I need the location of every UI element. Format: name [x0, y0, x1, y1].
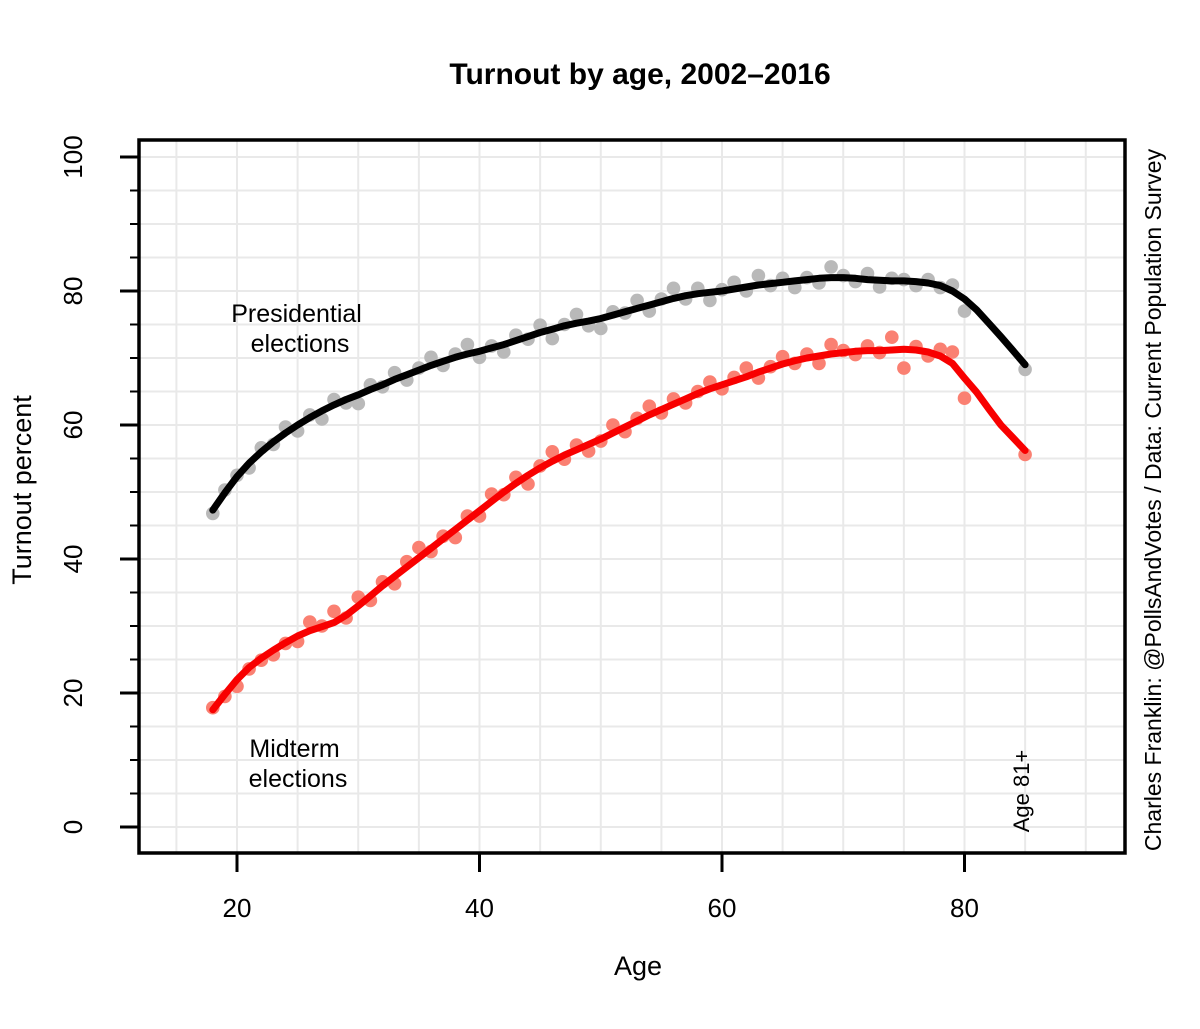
midterm-data-point [303, 615, 317, 629]
midterm-label-line2: elections [249, 765, 348, 793]
midterm-trend-line [209, 345, 1029, 714]
midterm-data-point [945, 345, 960, 359]
presidential-data-point [630, 293, 644, 308]
presidential-data-point [351, 396, 366, 411]
axis-tick-labels: 20 40 60 80 0 20 40 60 80 100 [58, 135, 979, 923]
y-tick-label: 100 [58, 135, 88, 178]
presidential-data-point [666, 281, 681, 296]
chart-title: Turnout by age, 2002–2016 [449, 58, 830, 91]
midterm-data-point [739, 361, 754, 375]
presidential-data-point [957, 304, 972, 318]
midterm-series-label: Midterm elections [249, 735, 348, 793]
axis-ticks [120, 155, 966, 872]
presidential-data-point [703, 293, 717, 308]
midterm-data-point [885, 330, 899, 345]
x-tick-label: 40 [465, 893, 494, 923]
x-tick-label: 80 [950, 893, 979, 923]
y-tick-label: 60 [58, 411, 88, 440]
presidential-data-point [594, 321, 608, 336]
presidential-data-point [824, 260, 838, 274]
midterm-data-point [327, 604, 341, 619]
scatter-points [206, 260, 1032, 715]
presidential-trend-line [209, 274, 1029, 514]
midterm-label-line1: Midterm [249, 735, 339, 763]
x-tick-label: 20 [223, 893, 252, 923]
x-tick-label: 60 [708, 893, 737, 923]
presidential-data-point [569, 307, 584, 322]
midterm-data-point [824, 337, 838, 352]
y-tick-label: 0 [58, 820, 88, 834]
source-caption: Charles Franklin: @PollsAndVotes / Data:… [1140, 148, 1166, 851]
y-tick-label: 80 [58, 277, 88, 306]
midterm-data-point [545, 445, 560, 459]
plot-border-box [137, 138, 1127, 855]
y-axis-label: Turnout percent [7, 395, 37, 585]
gridlines [139, 140, 1125, 853]
age-81-plus-note: Age 81+ [1009, 750, 1034, 833]
midterm-data-point [957, 391, 972, 406]
presidential-data-point [460, 337, 475, 352]
presidential-data-point [545, 331, 560, 346]
midterm-data-point [897, 361, 911, 375]
presidential-label-line2: elections [251, 330, 350, 358]
presidential-label-line1: Presidential [231, 300, 362, 328]
x-axis-label: Age [614, 951, 662, 981]
y-tick-label: 40 [58, 545, 88, 574]
presidential-series-label: Presidential elections [231, 300, 369, 358]
smooth-curves [209, 274, 1029, 714]
y-tick-label: 20 [58, 679, 88, 708]
presidential-data-point [751, 268, 766, 283]
